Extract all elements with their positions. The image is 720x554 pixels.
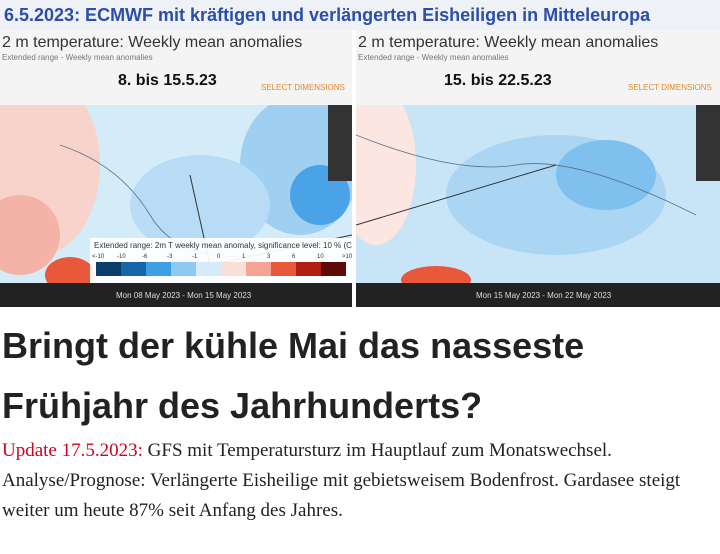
legend-tick: 6 xyxy=(292,254,296,260)
legend-tick: 10 xyxy=(317,254,324,260)
legend-title: Extended range: 2m T weekly mean anomaly… xyxy=(94,241,352,250)
time-bar: Mon 15 May 2023 - Mon 22 May 2023 xyxy=(356,283,720,307)
map-tools[interactable] xyxy=(328,105,352,181)
legend-tick: 0 xyxy=(217,254,221,260)
image-header: 6.5.2023: ECMWF mit kräftigen und verlän… xyxy=(0,0,720,30)
legend-tick: 1 xyxy=(242,254,246,260)
map-panel: 2 m temperature: Weekly mean anomalies E… xyxy=(0,30,352,307)
select-dimensions[interactable]: SELECT DIMENSIONS xyxy=(261,83,345,92)
panel-date: 15. bis 22.5.23 xyxy=(444,72,552,89)
map-panel: 2 m temperature: Weekly mean anomalies E… xyxy=(356,30,720,307)
panel-title: 2 m temperature: Weekly mean anomalies xyxy=(2,34,303,51)
map xyxy=(356,105,720,283)
period: Mon 15 May 2023 - Mon 22 May 2023 xyxy=(476,291,612,300)
panel-subtitle: Extended range - Weekly mean anomalies xyxy=(2,53,153,62)
legend-tick: -3 xyxy=(167,254,173,260)
map xyxy=(0,105,352,283)
legend-tick: -1 xyxy=(192,254,198,260)
article-heading: Frühjahr des Jahrhunderts? xyxy=(2,385,483,426)
legend: Extended range: 2m T weekly mean anomaly… xyxy=(90,238,352,283)
select-dimensions[interactable]: SELECT DIMENSIONS xyxy=(628,83,712,92)
legend-scale xyxy=(96,262,346,276)
legend-tick: 3 xyxy=(267,254,271,260)
panel-date: 8. bis 15.5.23 xyxy=(118,72,217,89)
update-label: Update 17.5.2023: xyxy=(2,440,143,461)
article-paragraph: Update 17.5.2023: GFS mit Temperaturstur… xyxy=(2,436,702,526)
article-heading: Bringt der kühle Mai das nasseste xyxy=(2,325,585,366)
legend-tick: >10 xyxy=(342,254,352,260)
article-text: GFS mit Temperatursturz im Hauptlauf zum… xyxy=(2,440,681,521)
legend-tick: -10 xyxy=(117,254,126,260)
panel-title: 2 m temperature: Weekly mean anomalies xyxy=(358,34,659,51)
panel-subtitle: Extended range - Weekly mean anomalies xyxy=(358,53,509,62)
legend-tick: <-10 xyxy=(92,254,105,260)
legend-tick: -6 xyxy=(142,254,148,260)
time-bar: Mon 08 May 2023 - Mon 15 May 2023 xyxy=(0,283,352,307)
period: Mon 08 May 2023 - Mon 15 May 2023 xyxy=(116,291,252,300)
map-tools[interactable] xyxy=(696,105,720,181)
